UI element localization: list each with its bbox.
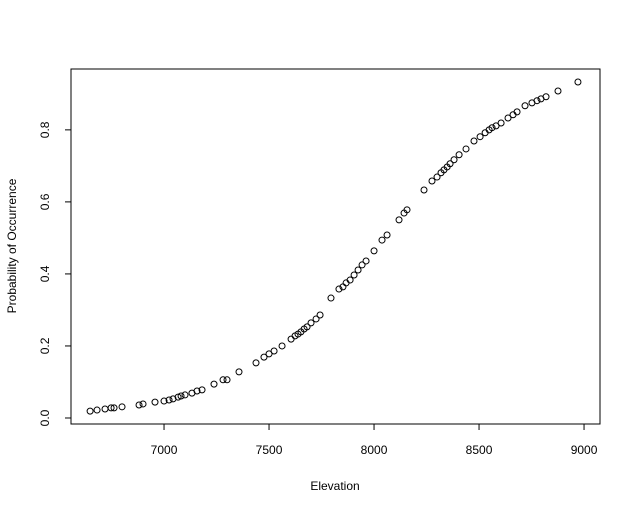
point [303, 323, 311, 331]
point [177, 392, 185, 400]
point [235, 368, 243, 376]
point [160, 397, 168, 405]
x-tick-label: 7500 [256, 443, 283, 457]
point [362, 257, 370, 265]
point [278, 342, 286, 350]
plot-frame [70, 68, 601, 425]
x-tick-label: 9000 [571, 443, 598, 457]
point [450, 156, 458, 164]
point [358, 261, 366, 269]
point [346, 276, 354, 284]
point [139, 400, 147, 408]
point [193, 387, 201, 395]
point [462, 145, 470, 153]
point [335, 285, 343, 293]
point [270, 347, 278, 355]
point [110, 404, 118, 412]
point [118, 403, 126, 411]
point [446, 160, 454, 168]
point [533, 97, 541, 105]
point [151, 398, 159, 406]
point [476, 133, 484, 141]
point [107, 404, 115, 412]
point [86, 407, 94, 415]
y-tick-label: 0.8 [38, 121, 52, 138]
x-tick-label: 7000 [151, 443, 178, 457]
x-axis-label: Elevation [310, 479, 359, 493]
point [135, 401, 143, 409]
point [492, 122, 500, 130]
point [354, 266, 362, 274]
point [504, 114, 512, 122]
point [383, 231, 391, 239]
point [378, 236, 386, 244]
point [488, 124, 496, 132]
point [350, 271, 358, 279]
y-tick-label: 0.0 [38, 409, 52, 426]
point [574, 78, 582, 86]
point [198, 386, 206, 394]
point [470, 137, 478, 145]
point [101, 405, 109, 413]
point [260, 353, 268, 361]
point [513, 108, 521, 116]
point [252, 359, 260, 367]
point [403, 206, 411, 214]
point [542, 93, 550, 101]
point [420, 186, 428, 194]
point [307, 319, 315, 327]
point [219, 376, 227, 384]
point [428, 177, 436, 185]
point [165, 396, 173, 404]
point [174, 393, 182, 401]
point [93, 406, 101, 414]
y-tick-label: 0.2 [38, 337, 52, 354]
point [455, 151, 463, 159]
point [327, 294, 335, 302]
point [497, 119, 505, 127]
y-tick-label: 0.6 [38, 193, 52, 210]
y-tick-label: 0.4 [38, 265, 52, 282]
point [287, 335, 295, 343]
point [210, 380, 218, 388]
y-axis-label: Probability of Occurrence [5, 178, 19, 313]
point [181, 391, 189, 399]
point [265, 350, 273, 358]
point [554, 87, 562, 95]
point [370, 247, 378, 255]
x-tick-label: 8500 [466, 443, 493, 457]
point [521, 102, 529, 110]
x-tick-label: 8000 [361, 443, 388, 457]
point [312, 315, 320, 323]
point [223, 376, 231, 384]
point [316, 311, 324, 319]
point [395, 216, 403, 224]
point [433, 173, 441, 181]
